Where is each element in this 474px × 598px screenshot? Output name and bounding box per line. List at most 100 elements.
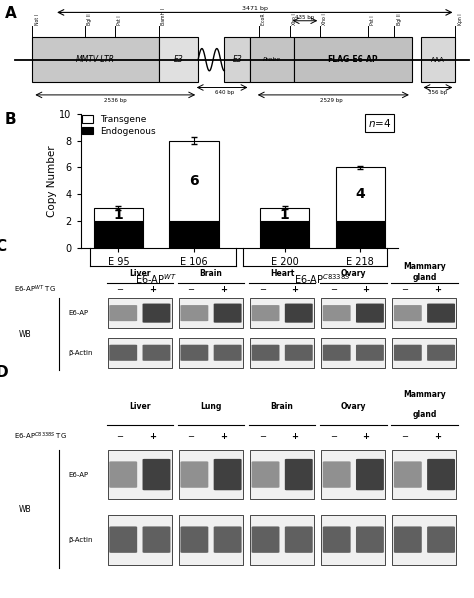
Text: Ovary: Ovary (340, 269, 366, 278)
Text: E6-AP: E6-AP (68, 310, 88, 316)
Text: Pst I: Pst I (118, 16, 122, 25)
Bar (179, 338, 243, 368)
FancyBboxPatch shape (252, 526, 280, 553)
FancyBboxPatch shape (109, 462, 137, 488)
Text: −: − (117, 432, 123, 441)
FancyBboxPatch shape (323, 344, 351, 361)
Text: 2529 bp: 2529 bp (320, 97, 343, 103)
Text: Kpn I: Kpn I (457, 14, 463, 25)
Text: 3471 bp: 3471 bp (242, 7, 268, 11)
Bar (108, 298, 172, 328)
FancyBboxPatch shape (323, 462, 351, 488)
Text: Lung: Lung (201, 402, 222, 411)
Text: +: + (292, 432, 299, 441)
Bar (260, 221, 310, 248)
Text: Mammary: Mammary (403, 262, 446, 271)
Text: +: + (434, 432, 441, 441)
Text: +: + (292, 285, 299, 294)
Text: Liver: Liver (129, 402, 151, 411)
Bar (392, 338, 456, 368)
Text: −: − (188, 285, 195, 294)
Text: AAA: AAA (431, 57, 445, 63)
Text: $n$=4: $n$=4 (368, 117, 391, 129)
Text: −: − (259, 432, 266, 441)
Text: +: + (149, 285, 156, 294)
FancyBboxPatch shape (143, 344, 171, 361)
Text: MMTV-LTR: MMTV-LTR (76, 55, 115, 64)
Bar (392, 450, 456, 499)
Text: +: + (149, 432, 156, 441)
FancyBboxPatch shape (323, 526, 351, 553)
FancyBboxPatch shape (323, 305, 351, 321)
FancyBboxPatch shape (285, 526, 313, 553)
Bar (94, 208, 143, 221)
Text: Bgl II: Bgl II (87, 14, 92, 25)
Text: WB: WB (18, 505, 31, 514)
Text: Liver: Liver (129, 269, 151, 278)
Text: −: − (401, 432, 408, 441)
FancyBboxPatch shape (285, 344, 313, 361)
FancyBboxPatch shape (181, 305, 209, 321)
Bar (108, 515, 172, 565)
FancyBboxPatch shape (356, 459, 384, 490)
Bar (94, 221, 143, 248)
FancyBboxPatch shape (356, 344, 384, 361)
FancyBboxPatch shape (427, 304, 455, 323)
FancyBboxPatch shape (214, 459, 242, 490)
Text: EcoR I: EcoR I (261, 11, 266, 25)
Legend: Transgene, Endogenous: Transgene, Endogenous (79, 111, 160, 139)
Text: +: + (220, 285, 228, 294)
Text: β-Actin: β-Actin (68, 536, 93, 542)
FancyBboxPatch shape (356, 304, 384, 323)
Bar (250, 515, 314, 565)
Bar (108, 338, 172, 368)
Text: −: − (330, 285, 337, 294)
FancyBboxPatch shape (109, 305, 137, 321)
Bar (250, 338, 314, 368)
FancyBboxPatch shape (181, 344, 209, 361)
Bar (169, 141, 219, 221)
Bar (250, 298, 314, 328)
Text: 4: 4 (356, 187, 365, 202)
FancyBboxPatch shape (214, 526, 242, 553)
Text: +: + (363, 432, 370, 441)
Y-axis label: Copy Number: Copy Number (46, 145, 56, 216)
Bar (159, 38, 198, 82)
Text: FLAG-E6-AP: FLAG-E6-AP (328, 55, 378, 64)
FancyBboxPatch shape (394, 462, 422, 488)
Text: −: − (259, 285, 266, 294)
FancyBboxPatch shape (427, 526, 455, 553)
Text: WB: WB (18, 329, 31, 338)
FancyBboxPatch shape (394, 526, 422, 553)
Bar (260, 208, 310, 221)
FancyBboxPatch shape (427, 459, 455, 490)
FancyBboxPatch shape (252, 305, 280, 321)
Text: E6-AP$^{WT}$ TG: E6-AP$^{WT}$ TG (14, 284, 56, 295)
Text: −: − (330, 432, 337, 441)
Text: 356 bp: 356 bp (428, 90, 447, 95)
Bar (321, 298, 385, 328)
Text: 2536 bp: 2536 bp (104, 97, 127, 103)
Bar (321, 515, 385, 565)
Bar (108, 450, 172, 499)
FancyBboxPatch shape (285, 459, 313, 490)
Text: D: D (0, 365, 8, 380)
Bar (336, 167, 385, 221)
Bar (294, 38, 412, 82)
Text: Pst I: Pst I (370, 16, 375, 25)
Text: −: − (117, 285, 123, 294)
Text: 1: 1 (280, 208, 290, 221)
Bar (321, 338, 385, 368)
Text: Not I: Not I (35, 14, 40, 25)
FancyBboxPatch shape (143, 526, 171, 553)
Bar (32, 38, 159, 82)
Text: gland: gland (412, 410, 437, 419)
Text: 435 bp: 435 bp (295, 15, 315, 20)
Text: 1: 1 (113, 208, 123, 221)
Text: Xho I: Xho I (322, 14, 328, 25)
Text: E3: E3 (233, 55, 242, 64)
FancyBboxPatch shape (214, 304, 242, 323)
FancyBboxPatch shape (394, 305, 422, 321)
Text: +: + (363, 285, 370, 294)
Bar (224, 38, 250, 82)
